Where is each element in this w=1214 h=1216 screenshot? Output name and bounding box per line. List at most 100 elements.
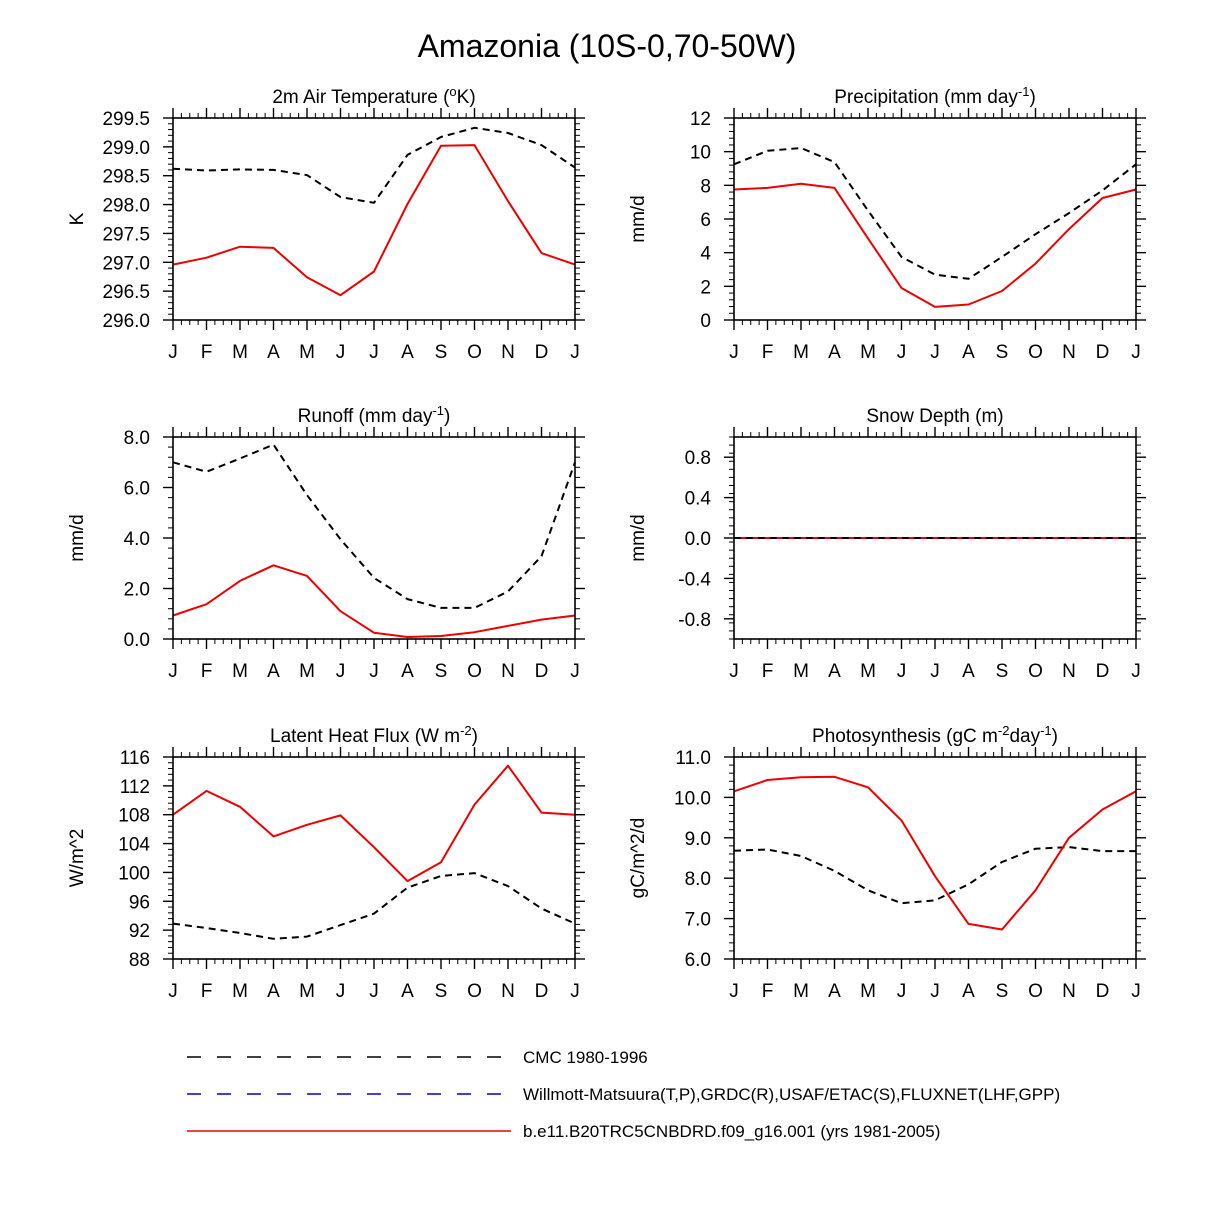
x-tick-label: J [930,981,940,1002]
y-tick-label: 0.4 [685,489,712,510]
chart-title-superscript: o [449,84,456,99]
x-tick-label: F [762,981,774,1002]
x-tick-label: J [1131,661,1141,682]
x-tick-label: D [1096,981,1110,1002]
x-tick-label: J [1131,981,1141,1002]
x-tick-label: M [232,661,248,682]
chart-title: Runoff (mm day-1) [298,403,451,427]
x-tick-label: M [232,981,248,1002]
series-line-model [172,144,576,297]
x-tick-label: J [336,661,346,682]
x-tick-label: J [369,342,379,363]
x-tick-label: O [467,342,482,363]
x-tick-label: M [860,342,876,363]
x-tick-label: N [501,981,515,1002]
x-tick-label: F [762,342,774,363]
x-tick-label: J [930,342,940,363]
x-tick-label: O [1028,981,1043,1002]
y-tick-label: 8.0 [685,869,711,890]
chart-title-text: Photosynthesis (gC m [812,726,998,747]
y-tick-label: 108 [118,806,150,827]
y-tick-label: 11.0 [675,748,711,769]
y-axis-label: gC/m^2/d [628,818,649,899]
x-tick-label: J [729,342,739,363]
y-tick-label: 9.0 [685,829,711,850]
y-tick-label: -0.4 [678,569,711,590]
x-tick-label: J [897,661,907,682]
x-tick-label: J [168,981,178,1002]
x-tick-label: A [401,661,414,682]
legend-label-1: CMC 1980-1996 [523,1048,648,1067]
x-tick-label: M [793,981,809,1002]
y-axis-label: K [67,212,88,225]
y-tick-label: 8 [700,176,711,197]
x-tick-label: A [828,661,841,682]
x-tick-label: D [1096,342,1110,363]
chart-title-superscript: -1 [432,403,444,418]
y-tick-label: 297.0 [102,253,150,274]
x-tick-label: A [962,342,975,363]
y-tick-label: 0.8 [685,448,711,469]
y-tick-label: 0.0 [685,529,711,550]
x-tick-label: F [762,661,774,682]
x-tick-label: S [435,661,448,682]
x-tick-label: S [435,981,448,1002]
y-axis-label: mm/d [628,195,649,243]
x-tick-label: A [962,661,975,682]
chart-panel-1: 2m Air Temperature (oK)KJ F M A M J J A S O N D J296… [67,84,585,363]
y-tick-label: 296.5 [102,282,150,303]
x-tick-label: O [1028,342,1043,363]
y-tick-label: 12 [690,109,711,130]
x-tick-label: O [467,661,482,682]
y-axis-label: W/m^2 [67,829,88,888]
chart-panel-2: Precipitation (mm day-1)mm/dJ F M A M J J A S O N D… [628,84,1146,363]
chart-title-superscript: -1 [1040,723,1052,738]
chart-panel-6: Photosynthesis (gC m-2day-1)gC/m^2/dJ F M A… [628,723,1146,1002]
chart-title-text: ) [1029,87,1035,108]
chart-title-text: Runoff (mm day [298,406,433,427]
chart-panel-3: Runoff (mm day-1)mm/dJ F M A M J J A S O N D J0.02.0… [67,403,585,682]
x-tick-label: J [729,661,739,682]
x-tick-label: D [535,661,549,682]
x-tick-label: J [336,981,346,1002]
x-tick-label: M [793,661,809,682]
x-tick-label: M [299,342,315,363]
x-tick-label: A [401,981,414,1002]
y-tick-label: 299.0 [102,138,150,159]
x-tick-label: J [729,981,739,1002]
y-tick-label: 2 [700,277,711,298]
x-tick-label: J [369,981,379,1002]
y-tick-label: 296.0 [102,311,150,332]
y-tick-label: 104 [118,835,150,856]
y-tick-label: 0 [700,311,711,332]
x-tick-label: J [897,342,907,363]
x-tick-label: D [535,981,549,1002]
y-tick-label: 10 [690,143,711,164]
y-tick-label: 6.0 [124,479,150,500]
chart-title-text: ) [444,406,450,427]
chart-title-text: ) [1052,726,1058,747]
chart-title: Snow Depth (m) [866,406,1003,427]
x-tick-label: N [1062,981,1076,1002]
x-tick-label: A [267,661,280,682]
x-tick-label: M [299,981,315,1002]
x-tick-label: D [535,342,549,363]
x-tick-label: D [1096,661,1110,682]
y-tick-label: 4.0 [124,529,150,550]
y-tick-label: 6.0 [685,950,711,971]
x-tick-label: M [793,342,809,363]
y-axis-label: mm/d [67,514,88,562]
chart-title: Photosynthesis (gC m-2day-1) [812,723,1058,747]
series-line-model [733,182,1137,308]
x-tick-label: O [467,981,482,1002]
chart-title-superscript: -1 [1018,84,1030,99]
chart-title-text: Latent Heat Flux (W m [270,726,460,747]
y-tick-label: 88 [129,950,150,971]
chart-title: Precipitation (mm day-1) [834,84,1036,108]
y-tick-label: 116 [120,748,150,769]
y-tick-label: 297.5 [102,224,150,245]
x-tick-label: F [201,981,213,1002]
x-tick-label: J [570,342,580,363]
x-tick-label: F [201,661,213,682]
